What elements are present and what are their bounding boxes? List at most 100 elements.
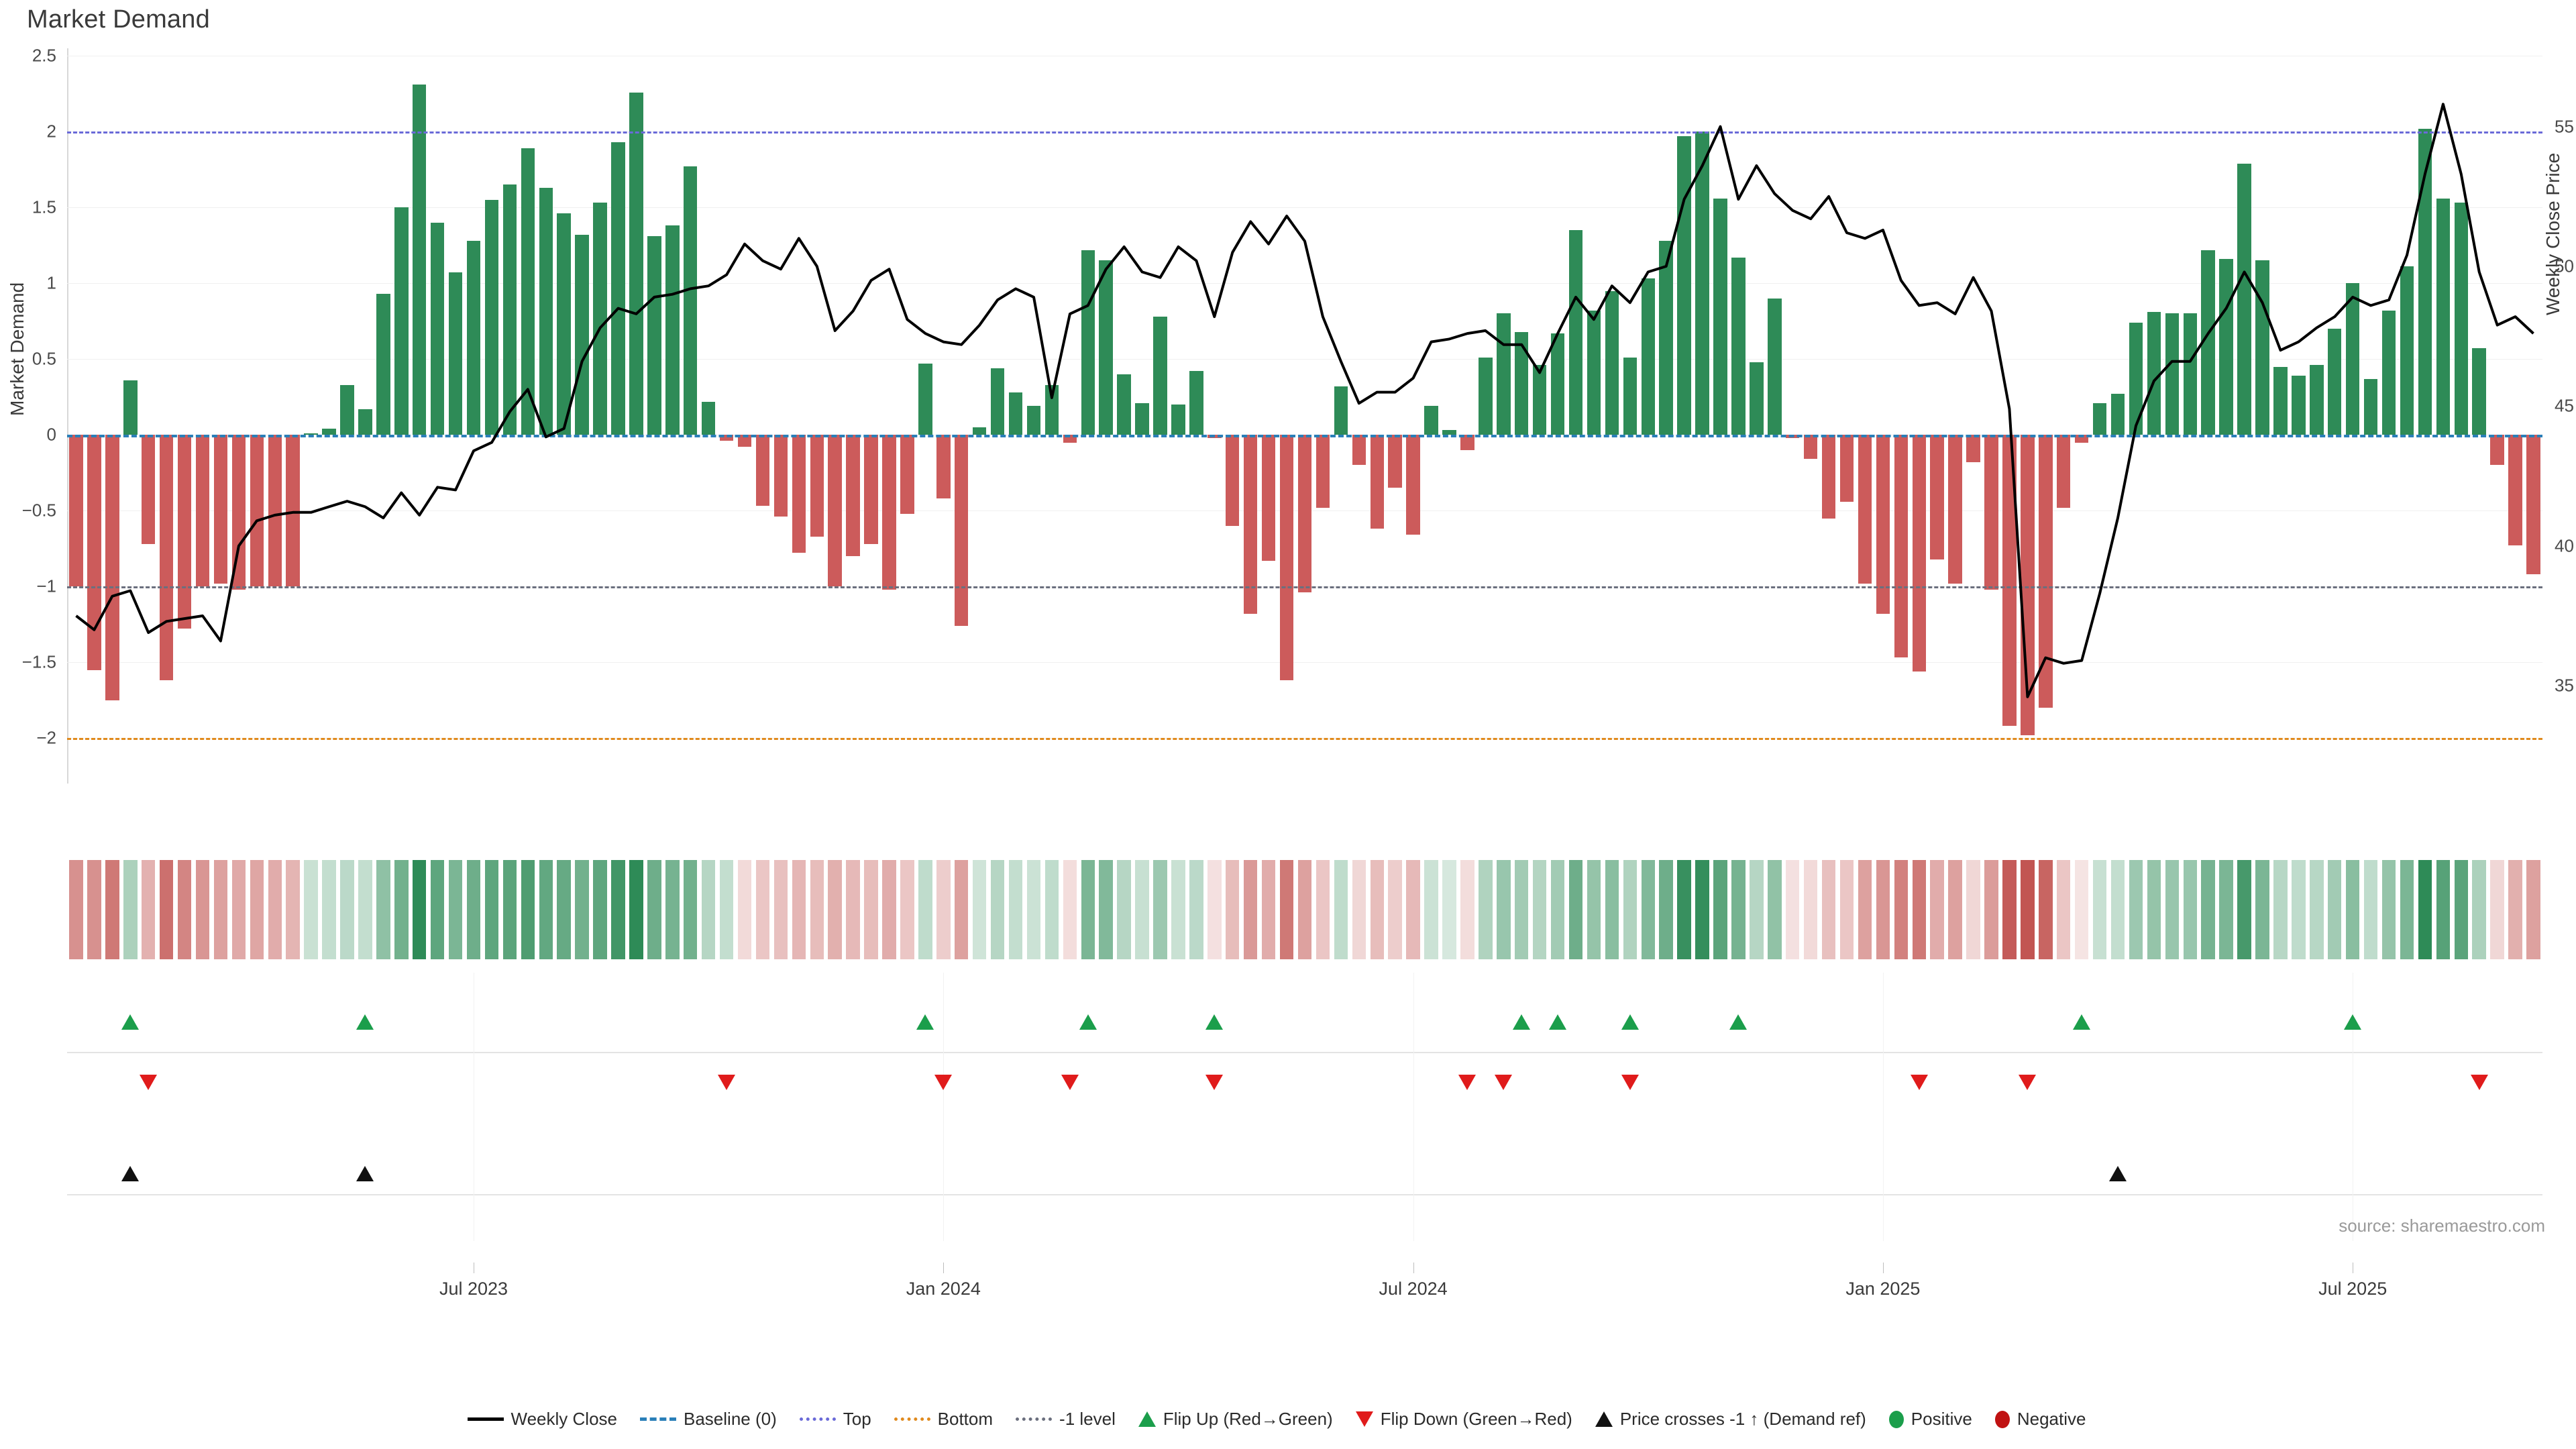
heatmap-cell xyxy=(1894,860,1909,959)
marker-band-vrule xyxy=(1413,973,1414,1241)
demand-bar xyxy=(177,435,192,629)
legend-item[interactable]: Positive xyxy=(1888,1409,1972,1430)
demand-bar xyxy=(1930,435,1944,559)
heatmap-cell xyxy=(105,860,119,959)
heatmap-cell xyxy=(1460,860,1474,959)
demand-bar xyxy=(2363,378,2378,435)
demand-bar xyxy=(792,435,806,553)
legend-item[interactable]: Baseline (0) xyxy=(640,1409,777,1430)
heatmap-cell xyxy=(2165,860,2180,959)
heatmap-cell xyxy=(1388,860,1402,959)
demand-bar xyxy=(87,435,101,670)
demand-bar xyxy=(1568,230,1583,435)
heatmap-cell xyxy=(2436,860,2451,959)
heatmap-cell xyxy=(1641,860,1655,959)
demand-bar xyxy=(2039,435,2053,708)
legend-item[interactable]: Top xyxy=(799,1409,871,1430)
demand-bar xyxy=(755,435,770,506)
heatmap-cell xyxy=(1623,860,1638,959)
demand-bar xyxy=(2002,435,2017,727)
demand-bar xyxy=(358,409,372,435)
demand-bar xyxy=(1768,298,1782,435)
flip-up-marker xyxy=(1549,1014,1567,1030)
demand-bar xyxy=(484,199,499,435)
weekly-close-line-icon xyxy=(467,1417,504,1421)
y-axis-right-label: Weekly Close Price xyxy=(2542,152,2563,315)
heatmap-cell xyxy=(448,860,463,959)
heatmap-cell xyxy=(2201,860,2215,959)
legend-item[interactable]: Weekly Close xyxy=(467,1409,617,1430)
demand-bar xyxy=(2328,329,2342,435)
heatmap-cell xyxy=(755,860,770,959)
price-cross-marker xyxy=(2109,1166,2127,1181)
heatmap-cell xyxy=(611,860,625,959)
y-axis-right-tick-label: 55 xyxy=(2555,116,2574,137)
demand-bar xyxy=(2183,313,2197,435)
flip-up-marker xyxy=(356,1014,374,1030)
heatmap-cell xyxy=(340,860,354,959)
y-axis-right-tick-label: 35 xyxy=(2555,675,2574,696)
heatmap-cell xyxy=(87,860,101,959)
demand-bar xyxy=(159,435,174,681)
y-axis-tick-label: 2 xyxy=(46,121,56,142)
heatmap-cell xyxy=(647,860,661,959)
heatmap-cell xyxy=(195,860,210,959)
legend-item[interactable]: Bottom xyxy=(894,1409,993,1430)
heatmap-cell xyxy=(2255,860,2269,959)
heatmap-cell xyxy=(1948,860,1962,959)
demand-bar xyxy=(1532,365,1547,435)
reference-line-bottom xyxy=(67,738,2542,741)
demand-bar xyxy=(1243,435,1258,614)
heatmap-cell xyxy=(1279,860,1294,959)
heatmap-cell xyxy=(231,860,246,959)
heatmap-cell xyxy=(1243,860,1258,959)
heatmap-cell xyxy=(2418,860,2432,959)
flip-down-marker xyxy=(1205,1075,1224,1090)
heatmap-cell xyxy=(2002,860,2017,959)
demand-bar xyxy=(1803,435,1818,460)
heatmap-cell xyxy=(1171,860,1185,959)
demand-bar xyxy=(521,148,535,435)
heatmap-cell xyxy=(2110,860,2125,959)
heatmap-cell xyxy=(159,860,174,959)
demand-bar xyxy=(936,435,951,499)
legend-item[interactable]: Price crosses -1 ↑ (Demand ref) xyxy=(1595,1409,1866,1430)
heatmap-cell xyxy=(304,860,318,959)
heatmap-cell xyxy=(1442,860,1456,959)
demand-bar xyxy=(105,435,119,700)
flip-down-marker xyxy=(2470,1075,2488,1090)
heatmap-cell xyxy=(1876,860,1890,959)
demand-bar xyxy=(1135,402,1149,435)
legend-item[interactable]: -1 level xyxy=(1016,1409,1116,1430)
demand-bar xyxy=(286,435,300,587)
x-axis-tick xyxy=(1413,1263,1414,1273)
demand-bar xyxy=(2526,435,2540,575)
demand-bar xyxy=(1226,435,1240,526)
flip-up-marker xyxy=(1621,1014,1639,1030)
demand-bar xyxy=(2092,402,2107,435)
legend-item[interactable]: Negative xyxy=(1994,1409,2086,1430)
demand-bar xyxy=(683,166,698,435)
legend-item[interactable]: Flip Up (Red→Green) xyxy=(1138,1409,1333,1430)
demand-bar xyxy=(629,92,643,435)
heatmap-cell xyxy=(2183,860,2197,959)
demand-bar xyxy=(430,222,445,435)
dot-red-icon xyxy=(1994,1410,2010,1428)
demand-bar xyxy=(213,435,228,584)
heatmap-cell xyxy=(1966,860,1980,959)
demand-bar xyxy=(2057,435,2071,508)
flip-up-marker xyxy=(1079,1014,1097,1030)
flip-down-marker xyxy=(140,1075,158,1090)
y-axis-tick-label: 0.5 xyxy=(32,348,56,369)
heatmap-cell xyxy=(1750,860,1764,959)
demand-bar xyxy=(1460,435,1474,450)
marker-band-vrule xyxy=(1882,973,1884,1241)
demand-bar xyxy=(1713,198,1727,435)
demand-bar xyxy=(1099,260,1113,435)
demand-bar xyxy=(1297,435,1312,593)
marker-band-vrule xyxy=(943,973,945,1241)
price-cross-marker xyxy=(121,1166,140,1181)
legend-item[interactable]: Flip Down (Green→Red) xyxy=(1355,1409,1572,1430)
heatmap-cell xyxy=(2508,860,2522,959)
demand-bar xyxy=(2165,313,2180,435)
